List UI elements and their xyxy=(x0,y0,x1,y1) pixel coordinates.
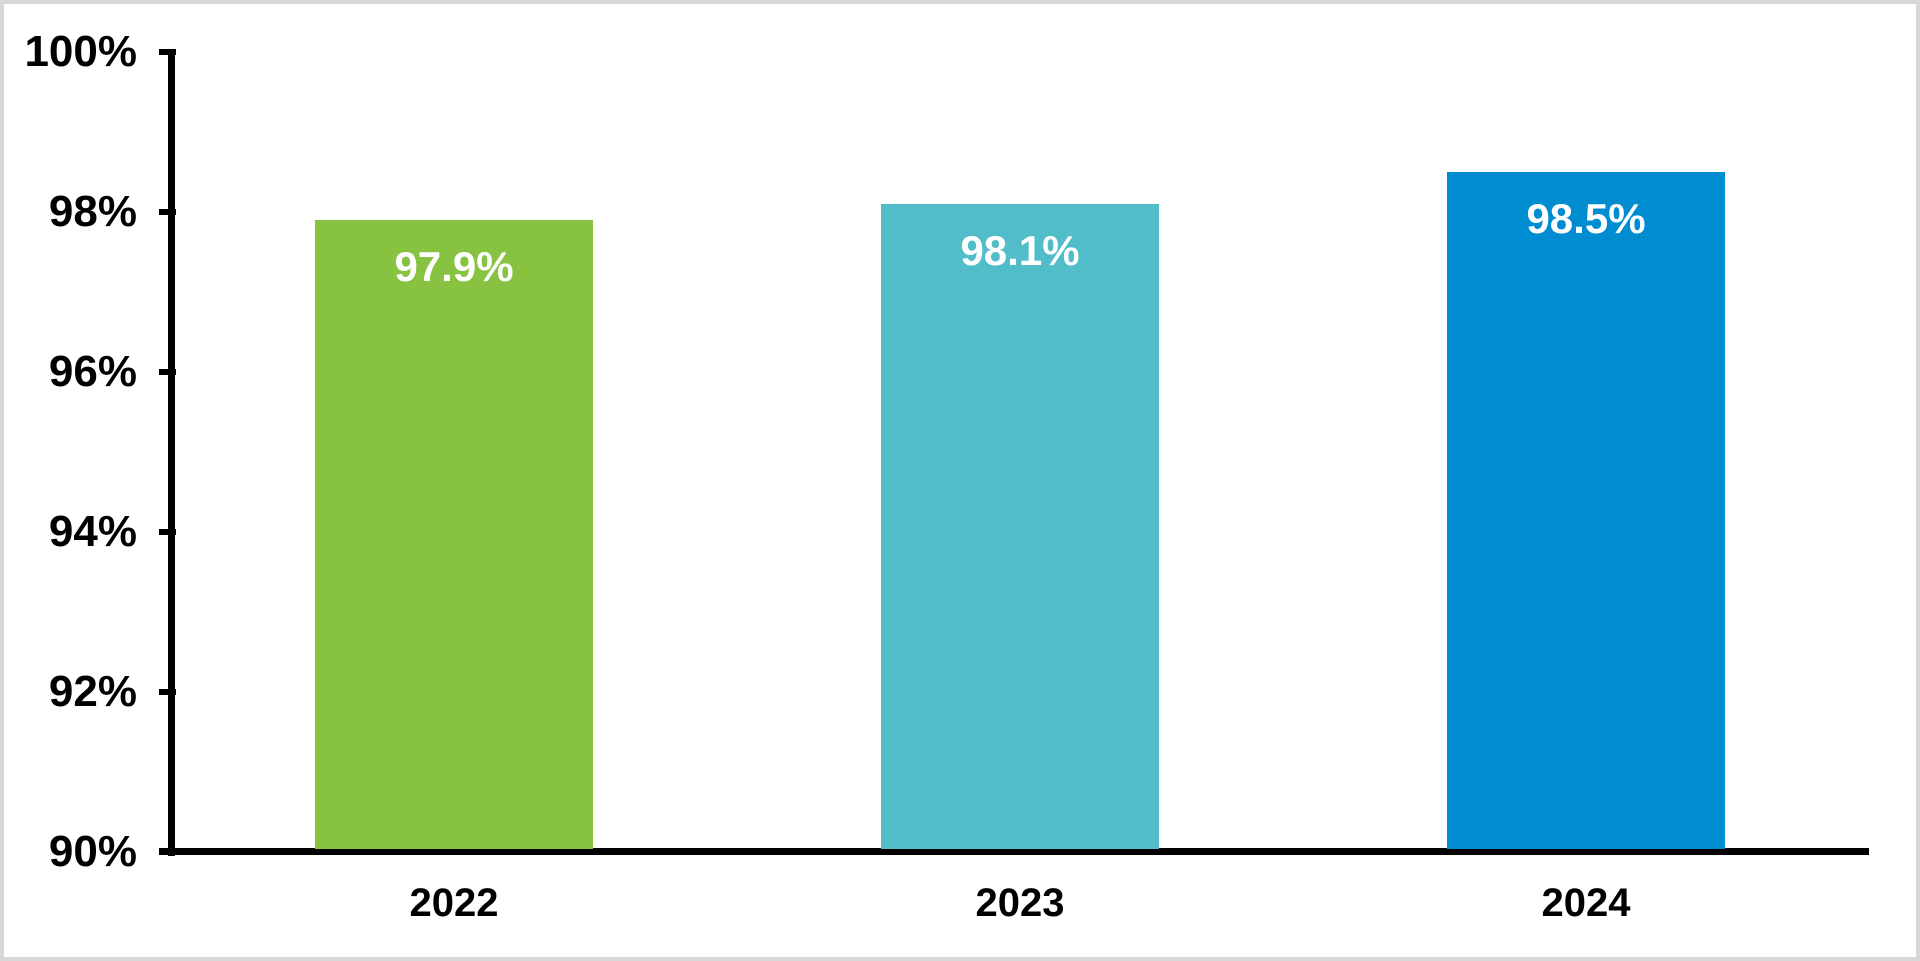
y-tick-label: 92% xyxy=(48,666,137,716)
x-category-label-2023: 2023 xyxy=(975,881,1065,925)
y-tick-label: 100% xyxy=(24,27,137,76)
y-axis-line xyxy=(168,49,175,856)
bar-value-label-2024: 98.5% xyxy=(1526,194,1646,242)
y-tick-mark-98pct xyxy=(159,208,176,215)
y-tick-mark-92pct xyxy=(159,688,176,695)
y-tick-mark-100pct xyxy=(159,49,176,55)
bar-2024 xyxy=(1447,171,1725,849)
x-category-label-2022: 2022 xyxy=(409,881,499,925)
x-axis-line xyxy=(159,848,1869,855)
y-tick-label: 96% xyxy=(48,346,137,396)
bar-2022 xyxy=(315,219,593,849)
y-tick-label: 90% xyxy=(48,826,137,876)
bar-2023 xyxy=(881,203,1159,849)
y-tick-mark-90pct xyxy=(159,848,176,855)
x-category-label-2024: 2024 xyxy=(1541,881,1631,925)
y-tick-mark-94pct xyxy=(159,528,176,535)
y-tick-mark-96pct xyxy=(159,368,176,375)
y-tick-label: 94% xyxy=(48,506,137,556)
y-tick-label: 98% xyxy=(48,186,137,236)
bar-value-label-2022: 97.9% xyxy=(394,242,514,290)
bar-value-label-2023: 98.1% xyxy=(960,226,1080,274)
